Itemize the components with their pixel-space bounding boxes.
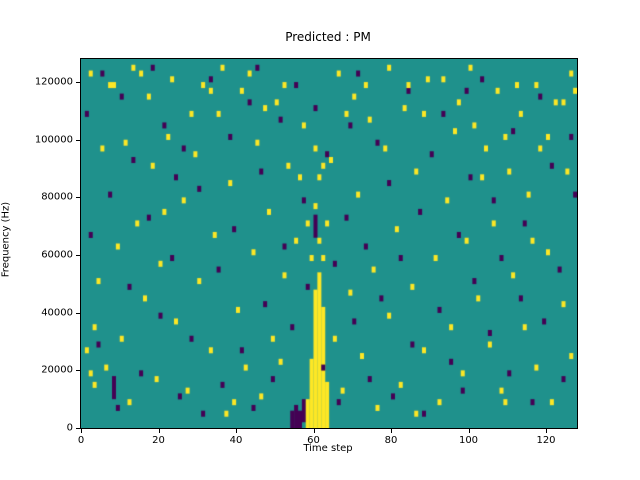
y-tick-label: 60000	[41, 249, 73, 261]
x-tick-label: 0	[77, 435, 85, 446]
x-tick-mark	[158, 429, 160, 433]
y-tick-mark	[76, 370, 80, 372]
x-tick-mark	[391, 429, 392, 433]
y-tick-mark	[76, 197, 80, 199]
y-tick-label: 80000	[41, 191, 73, 203]
y-tick-label: 120000	[34, 76, 73, 88]
chart-title: Predicted : PM	[285, 30, 371, 44]
y-tick-mark	[76, 428, 80, 429]
x-tick-label: 100	[458, 435, 479, 446]
y-tick-label: 0	[66, 422, 73, 434]
x-tick-mark	[468, 429, 470, 433]
x-tick-label: 60	[307, 435, 320, 446]
y-tick-label: 100000	[34, 134, 73, 146]
x-tick-mark	[236, 429, 237, 433]
y-tick-mark	[76, 312, 80, 314]
plot-area	[80, 58, 578, 429]
x-tick-mark	[546, 429, 547, 433]
x-tick-label: 40	[229, 435, 243, 446]
heatmap-canvas	[81, 59, 577, 428]
x-tick-label: 120	[536, 435, 556, 446]
y-tick-mark	[76, 139, 80, 141]
x-tick-mark	[81, 429, 82, 433]
y-tick-label: 20000	[41, 364, 73, 376]
y-axis-label: Frequency (Hz)	[0, 201, 12, 278]
x-tick-mark	[313, 429, 315, 433]
x-tick-label: 20	[152, 435, 165, 446]
y-tick-mark	[76, 255, 80, 257]
y-tick-label: 40000	[41, 307, 73, 319]
x-tick-label: 80	[384, 435, 398, 446]
y-tick-mark	[76, 82, 80, 84]
x-axis-label: Time step	[303, 443, 353, 454]
